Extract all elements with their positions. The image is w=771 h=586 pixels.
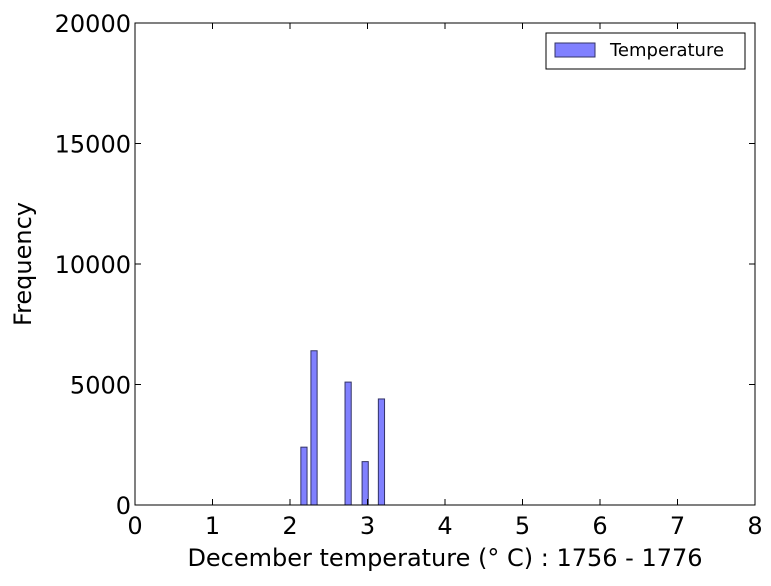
x-tick-label: 1 (205, 512, 220, 540)
ticks-group (134, 22, 756, 506)
legend-swatch (554, 42, 596, 58)
histogram-bar (377, 398, 386, 506)
x-axis-label: December temperature (° C) : 1756 - 1776 (187, 544, 702, 572)
x-tick-label: 3 (360, 512, 375, 540)
y-tick-label: 0 (116, 492, 131, 520)
legend-label: Temperature (609, 40, 724, 61)
x-tick-label: 0 (127, 512, 142, 540)
tick-labels-group: 0 1 2 3 4 5 6 7 8 0 5000 10000 15000 20000 (55, 10, 763, 540)
y-axis-label: Frequency (9, 202, 37, 326)
histogram-bar (300, 446, 308, 506)
x-tick-label: 5 (515, 512, 530, 540)
y-tick-label: 10000 (55, 251, 131, 279)
y-tick-label: 5000 (70, 372, 131, 400)
x-tick-label: 7 (670, 512, 685, 540)
histogram-bar (361, 461, 369, 506)
y-tick-label: 20000 (55, 10, 131, 38)
x-tick-label: 2 (282, 512, 297, 540)
x-tick-label: 6 (592, 512, 607, 540)
y-tick-label: 15000 (55, 131, 131, 159)
histogram-bar (310, 350, 318, 506)
x-tick-label: 8 (747, 512, 762, 540)
plot-area (135, 23, 755, 505)
x-tick-label: 4 (437, 512, 452, 540)
histogram-bar (344, 381, 352, 506)
legend: Temperature (545, 32, 746, 70)
